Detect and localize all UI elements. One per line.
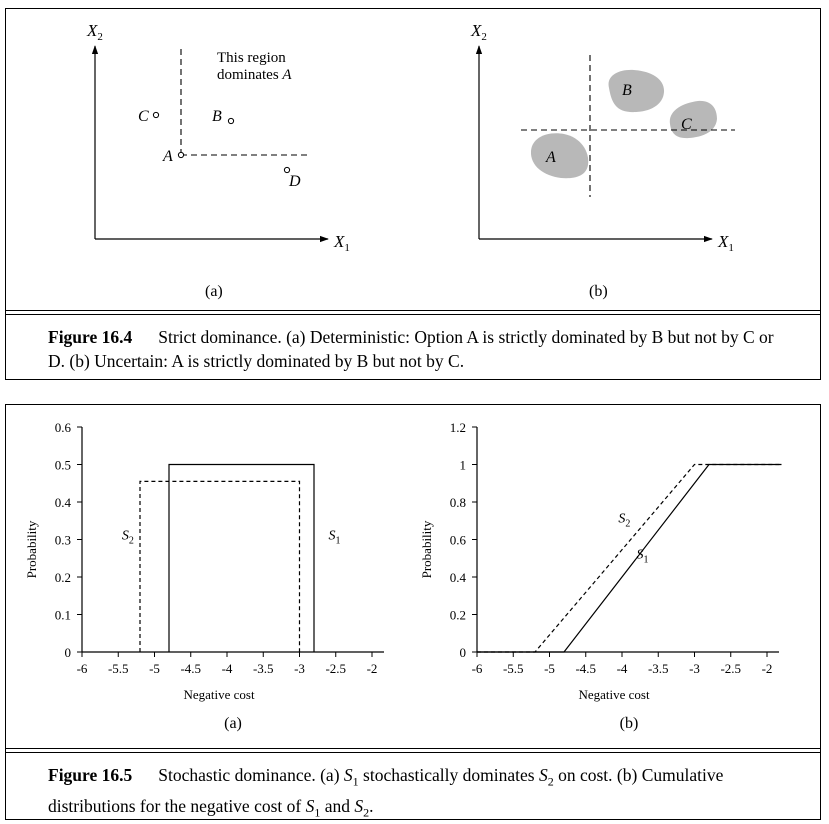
figure-16-5: -6 -5.5 -5 -4.5 -4 -3.5 -3 -2.5 -2 0 0.1 0.2 0.3 0.4 0… [5,404,821,820]
option-d-point: D [283,166,301,190]
blob-b-label: B [622,82,632,99]
caption-rule-bottom-2 [6,752,820,753]
chart-a-ytick-label-4: 0.4 [55,495,72,510]
chart-b-xtick-label-7: -2.5 [720,661,741,676]
chart-a-xlabel: Negative cost [183,687,255,702]
option-b-point: B [212,108,235,125]
chart-b-xlabel: Negative cost [578,687,650,702]
chart-a-xtick-label-2: -5 [149,661,160,676]
chart-b-series-label-1: S1 [637,547,649,565]
chart-a-xtick-label-4: -4 [222,661,233,676]
chart-a-ytick-label-1: 0.1 [55,608,71,623]
chart-a-xtick-label-1: -5.5 [108,661,129,676]
svg-text:C: C [138,108,149,125]
chart-b-ytick-label-2: 0.4 [450,570,467,585]
panel-a-label: (a) [205,283,223,300]
caption-rule-top [6,310,820,311]
chart-b-ytick-label-0: 0 [460,645,467,660]
svg-text:D: D [288,173,301,190]
region-label-line2: dominates A [217,67,292,83]
figure-16-4: X1 X2 This region dominates A A B C D [5,8,821,380]
panel-a-x-axis-label: X1 [333,232,350,254]
chart-b-series-s2 [477,463,782,653]
chart-a-xtick-label-3: -4.5 [180,661,201,676]
figure-16-5-caption: Figure 16.5 Stochastic dominance. (a) S1 … [48,763,792,824]
chart-b-ytick-label-5: 1 [460,458,467,473]
chart-b-series-s1 [477,463,782,653]
caption-rule-top-2 [6,748,820,749]
chart-a-xtick-label-0: -6 [77,661,88,676]
chart-a-ytick-label-2: 0.2 [55,570,71,585]
chart-b: -6 -5.5 -5 -4.5 -4 -3.5 -3 -2.5 -2 0 0.2 0.4 0.6 0.8 1… [419,420,782,732]
chart-a-series-s2 [139,480,301,652]
chart-b-ylabel: Probability [419,520,434,578]
chart-a-ytick-label-3: 0.3 [55,533,71,548]
chart-a-ytick-label-6: 0.6 [55,420,72,435]
panel-a-y-axis-label: X2 [86,21,103,43]
chart-a-xtick-label-6: -3 [294,661,305,676]
figure-16-4-caption: Figure 16.4 Strict dominance. (a) Determi… [48,325,792,373]
figure-16-5-number: Figure 16.5 [48,765,133,785]
panel-b-diagram: X1 X2 B C A (b) [470,21,735,300]
figure-16-4-caption-text: Strict dominance. (a) Deterministic: Opt… [48,327,774,371]
chart-a-xtick-label-7: -2.5 [325,661,346,676]
chart-b-ytick-label-4: 0.8 [450,495,466,510]
chart-a-ytick-label-0: 0 [65,645,72,660]
option-a-point: A [162,148,185,165]
chart-a: -6 -5.5 -5 -4.5 -4 -3.5 -3 -2.5 -2 0 0.1 0.2 0.3 0.4 0… [24,420,384,732]
chart-b-xtick-label-4: -4 [617,661,628,676]
chart-a-series-label-0: S2 [122,529,134,547]
panel-b-x-axis-label: X1 [717,232,734,254]
panel-b-label: (b) [589,283,608,300]
blob-a-label: A [545,149,556,166]
chart-b-xtick-label-5: -3.5 [648,661,669,676]
chart-a-series-label-1: S1 [329,529,341,547]
chart-b-ytick-label-1: 0.2 [450,608,466,623]
figure-16-5-caption-text: Stochastic dominance. (a) S1 stochastica… [48,765,724,819]
blob-a [530,133,589,179]
panel-a-diagram: X1 X2 This region dominates A A B C D [86,21,350,300]
chart-a-panel-label: (a) [224,715,242,732]
chart-b-panel-label: (b) [620,715,639,732]
chart-a-xtick-label-5: -3.5 [253,661,274,676]
figure-16-4-number: Figure 16.4 [48,327,133,347]
chart-b-xtick-label-0: -6 [472,661,483,676]
figure-16-4-drawings: X1 X2 This region dominates A A B C D [86,21,735,300]
svg-text:A: A [162,148,173,165]
svg-text:B: B [212,108,222,125]
blob-c-label: C [681,116,692,133]
chart-b-xtick-label-2: -5 [544,661,555,676]
option-c-point: C [138,108,160,125]
chart-b-xtick-label-6: -3 [689,661,700,676]
chart-b-ytick-label-6: 1.2 [450,420,466,435]
chart-b-xtick-label-1: -5.5 [503,661,524,676]
chart-a-series-s1 [168,463,315,652]
chart-b-xtick-label-8: -2 [762,661,773,676]
chart-a-xtick-label-8: -2 [367,661,378,676]
chart-b-ytick-label-3: 0.6 [450,533,467,548]
blob-c [669,100,717,139]
chart-b-xtick-label-3: -4.5 [575,661,596,676]
chart-b-series-label-0: S2 [618,512,630,530]
panel-b-y-axis-label: X2 [470,21,487,43]
chart-a-ylabel: Probability [24,520,39,578]
chart-a-ytick-label-5: 0.5 [55,458,71,473]
figure-16-5-charts: -6 -5.5 -5 -4.5 -4 -3.5 -3 -2.5 -2 0 0.1 0.2 0.3 0.4 0… [24,420,782,732]
blob-b [608,69,665,113]
region-label-line1: This region [217,50,286,66]
caption-rule-bottom [6,314,820,315]
